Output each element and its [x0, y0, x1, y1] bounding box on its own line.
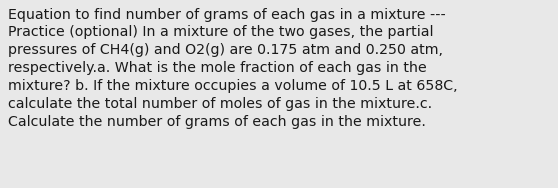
Text: Equation to find number of grams of each gas in a mixture ---
Practice (optional: Equation to find number of grams of each… [8, 8, 458, 129]
